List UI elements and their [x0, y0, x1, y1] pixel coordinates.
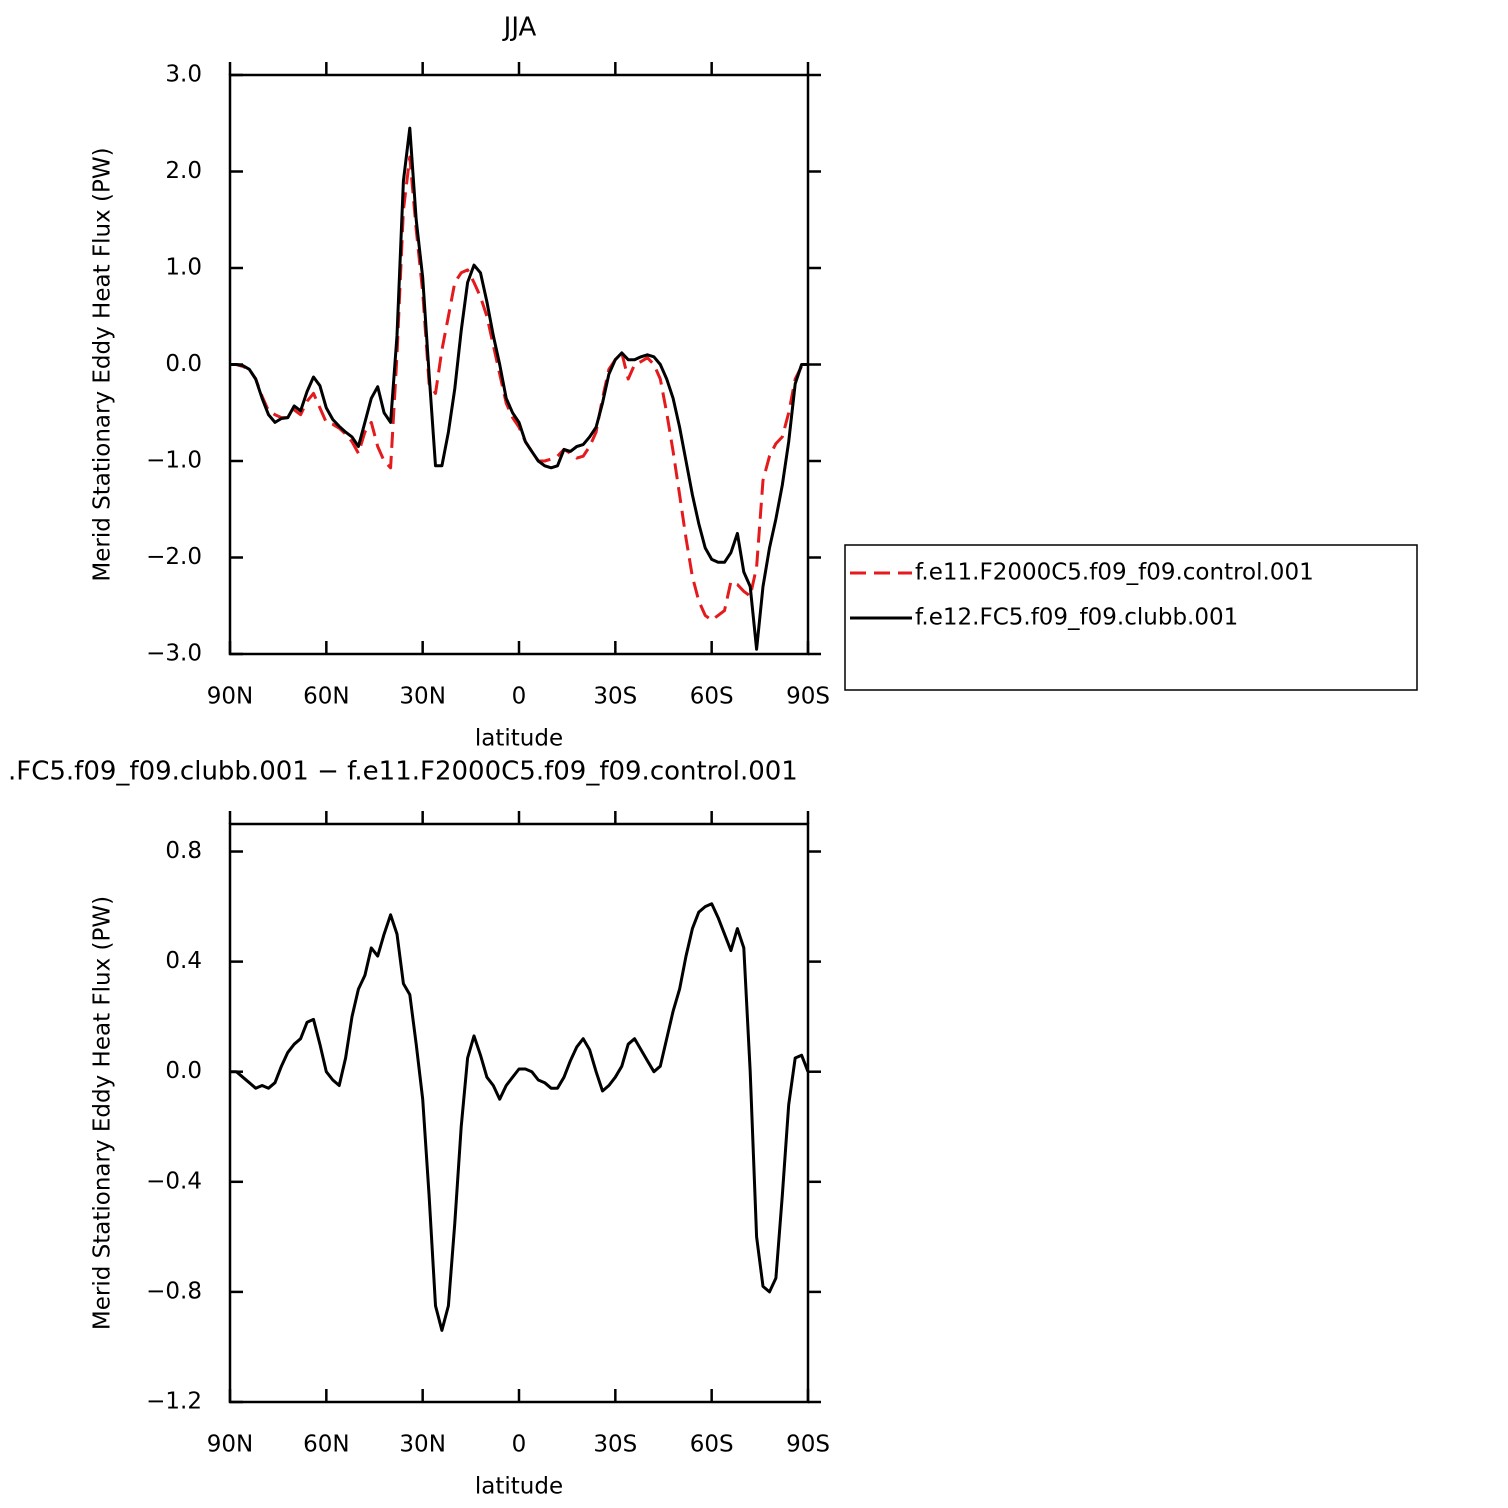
x-tick-label: 90N [207, 1432, 253, 1458]
legend-label: f.e11.F2000C5.f09_f09.control.001 [915, 560, 1314, 586]
data-line [230, 155, 809, 622]
chart-title: JJA [502, 13, 537, 43]
x-tick-label: 90S [786, 684, 830, 710]
x-tick-label: 30N [399, 1432, 445, 1458]
y-tick-label: −2.0 [146, 544, 202, 570]
y-tick-label: 3.0 [165, 62, 202, 88]
y-tick-label: 0.0 [165, 1058, 202, 1084]
x-tick-label: 60N [303, 1432, 349, 1458]
y-axis-label: Merid Stationary Eddy Heat Flux (PW) [90, 896, 116, 1330]
legend-label: f.e12.FC5.f09_f09.clubb.001 [915, 605, 1238, 631]
x-tick-label: 90N [207, 684, 253, 710]
x-tick-label: 30S [593, 684, 637, 710]
y-tick-label: −3.0 [146, 641, 202, 667]
x-tick-label: 60S [690, 684, 734, 710]
y-tick-label: −0.4 [146, 1168, 202, 1194]
y-tick-label: 0.4 [165, 948, 202, 974]
x-tick-label: 60S [690, 1432, 734, 1458]
y-tick-label: 1.0 [165, 255, 202, 281]
y-axis-label: Merid Stationary Eddy Heat Flux (PW) [90, 147, 116, 581]
x-tick-label: 30S [593, 1432, 637, 1458]
y-tick-label: 2.0 [165, 158, 202, 184]
y-tick-label: 0.0 [165, 351, 202, 377]
chart-title: .FC5.f09_f09.clubb.001 − f.e11.F2000C5.f… [8, 757, 798, 787]
data-line [230, 902, 810, 1332]
data-line [230, 126, 808, 651]
y-tick-label: −1.0 [146, 448, 202, 474]
y-tick-label: −0.8 [146, 1278, 202, 1304]
legend-box [844, 544, 1418, 691]
x-tick-label: 0 [512, 684, 527, 710]
plot-frame [228, 822, 810, 1404]
x-tick-label: 30N [399, 684, 445, 710]
plot-frame [228, 73, 810, 656]
x-axis-label: latitude [475, 1474, 563, 1500]
x-axis-label: latitude [475, 726, 563, 752]
y-tick-label: −1.2 [146, 1389, 202, 1415]
y-tick-label: 0.8 [165, 838, 202, 864]
x-tick-label: 60N [303, 684, 349, 710]
x-tick-label: 0 [512, 1432, 527, 1458]
x-tick-label: 90S [786, 1432, 830, 1458]
